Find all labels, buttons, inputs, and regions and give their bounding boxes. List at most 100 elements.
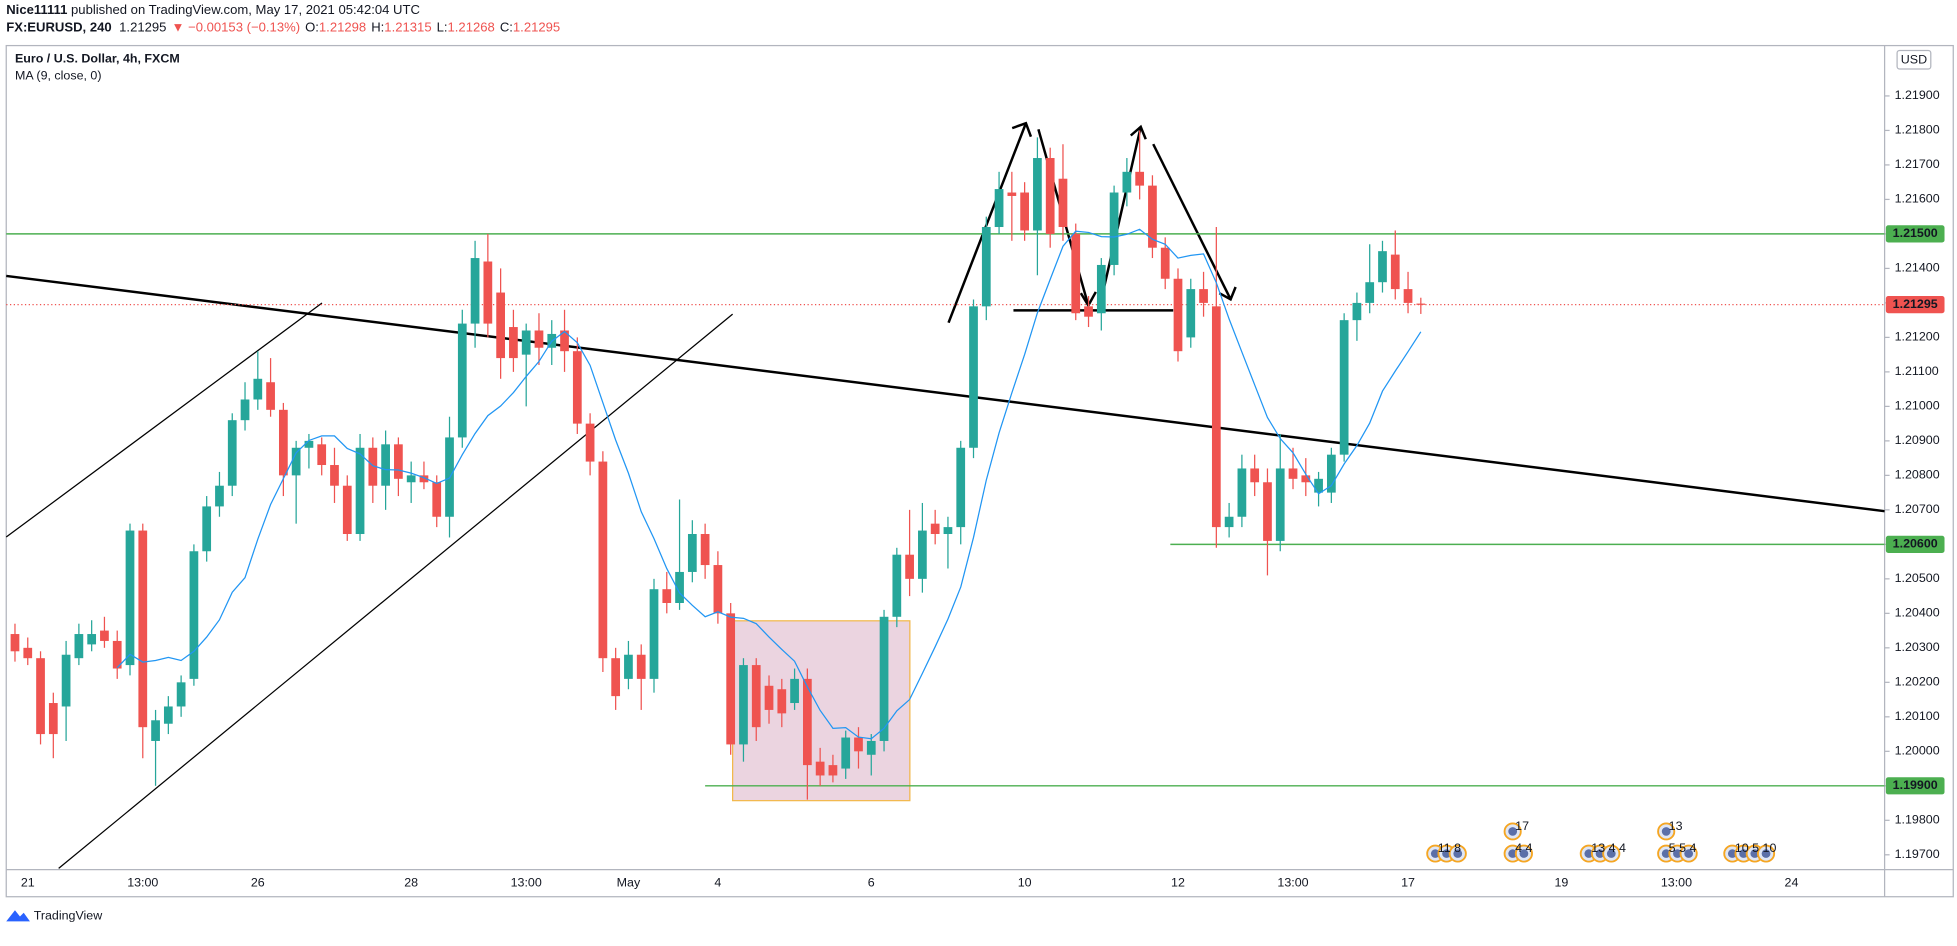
candle-body	[1160, 247, 1170, 279]
candle-body	[61, 654, 71, 707]
y-tick-label: 1.21000	[1895, 399, 1940, 413]
candle-body	[1173, 278, 1183, 352]
candle-body	[1045, 158, 1055, 234]
candle-body	[1314, 478, 1323, 493]
event-flag	[1750, 849, 1760, 858]
candle-body	[266, 382, 275, 410]
candle-body	[100, 630, 109, 641]
last: 1.21295	[119, 20, 166, 35]
price-tag-label: 1.21295	[1893, 297, 1938, 311]
candle-body	[1186, 289, 1196, 338]
x-tick-label: 28	[404, 875, 418, 889]
candle-body	[1071, 233, 1081, 314]
symbol: FX:EURUSD, 240	[6, 20, 111, 35]
ohlc-value: 1.21298	[319, 20, 366, 35]
candle-body	[125, 530, 135, 666]
candle-body	[739, 665, 748, 745]
event-label: 5 5 4	[1669, 841, 1697, 855]
candle-body	[1148, 185, 1157, 248]
currency-box[interactable]	[1896, 49, 1932, 70]
currency: USD	[1901, 53, 1927, 67]
event-flag	[1508, 827, 1518, 836]
event-flag	[1673, 849, 1682, 858]
candle-body	[1288, 468, 1298, 479]
event-flag	[1508, 849, 1518, 858]
published: published on TradingView.com, May 17, 20…	[71, 3, 420, 18]
event-flag	[1661, 827, 1671, 836]
ohlc-key: C:	[500, 20, 513, 35]
moving-average	[116, 228, 1422, 740]
candle-body	[649, 589, 659, 679]
candle-body	[1135, 171, 1145, 186]
event-flag	[1430, 849, 1440, 858]
candle-body	[496, 292, 506, 359]
candle-body	[585, 423, 595, 462]
price-tag	[1885, 777, 1945, 795]
candle-body	[1250, 468, 1260, 483]
event-flag	[1453, 849, 1463, 858]
candle-body	[815, 761, 825, 776]
candle-body	[994, 189, 1004, 228]
ohlc-key: O:	[305, 20, 319, 35]
candle-body	[483, 261, 493, 324]
candle-body	[381, 444, 390, 486]
chart-title: Euro / U.S. Dollar, 4h, FXCM	[15, 51, 180, 65]
candle-body	[1007, 192, 1017, 196]
trend-line	[6, 274, 1885, 513]
candle-body	[905, 554, 914, 579]
price-tag	[1885, 535, 1945, 553]
chart-frame	[5, 44, 1954, 898]
candle-body	[751, 665, 761, 728]
event-flag	[1684, 849, 1694, 858]
arrow-head	[1218, 286, 1237, 302]
y-tick-label: 1.21400	[1895, 261, 1940, 275]
y-tick-label: 1.21200	[1895, 330, 1940, 344]
x-tick-label: 13:00	[127, 875, 158, 889]
candle-body	[892, 554, 902, 617]
candle-body	[1326, 454, 1336, 493]
candle-body	[74, 634, 84, 659]
candle-body	[1122, 171, 1132, 193]
candle-body	[240, 399, 250, 421]
event-label: 10 5 10	[1735, 841, 1777, 855]
symbol-line: FX:EURUSD, 240 1.21295 ▼ −0.00153 (−0.13%)…	[6, 20, 560, 35]
change: ▼ −0.00153 (−0.13%)	[171, 20, 300, 35]
x-tick-label: 24	[1785, 875, 1799, 889]
ohlc-key: L:	[437, 20, 448, 35]
candle-body	[151, 720, 160, 741]
candle-body	[687, 534, 697, 572]
candle-body	[278, 409, 288, 476]
candle-body	[1237, 468, 1247, 517]
ma-legend: MA (9, close, 0)	[15, 69, 102, 83]
candle-body	[470, 258, 480, 324]
candle-body	[841, 737, 851, 769]
footer: TradingView	[34, 909, 103, 923]
candle-body	[394, 444, 403, 479]
x-tick-label: 17	[1401, 875, 1415, 889]
event-flag	[1761, 849, 1771, 858]
y-tick-label: 1.21100	[1895, 364, 1939, 378]
channel-line	[5, 302, 323, 538]
x-tick-label: 6	[868, 875, 875, 889]
candle-body	[1084, 306, 1093, 317]
pattern-leg	[947, 122, 1028, 324]
candle-body	[138, 530, 148, 728]
candle-body	[368, 447, 378, 486]
candle-body	[87, 634, 97, 645]
candle-body	[317, 444, 327, 466]
candle-body	[48, 703, 58, 735]
event-label: 11 8	[1438, 841, 1461, 855]
candle-body	[1211, 306, 1221, 528]
candle-body	[1020, 192, 1029, 231]
candle-body	[1390, 254, 1400, 290]
candle-body	[1352, 302, 1362, 321]
price-tag-label: 1.20600	[1893, 537, 1938, 551]
y-tick-label: 1.19700	[1895, 847, 1940, 861]
candle-body	[1263, 482, 1272, 541]
y-tick-label: 1.19800	[1895, 813, 1940, 827]
ohlc-value: 1.21268	[448, 20, 495, 35]
candle-body	[1403, 289, 1413, 303]
